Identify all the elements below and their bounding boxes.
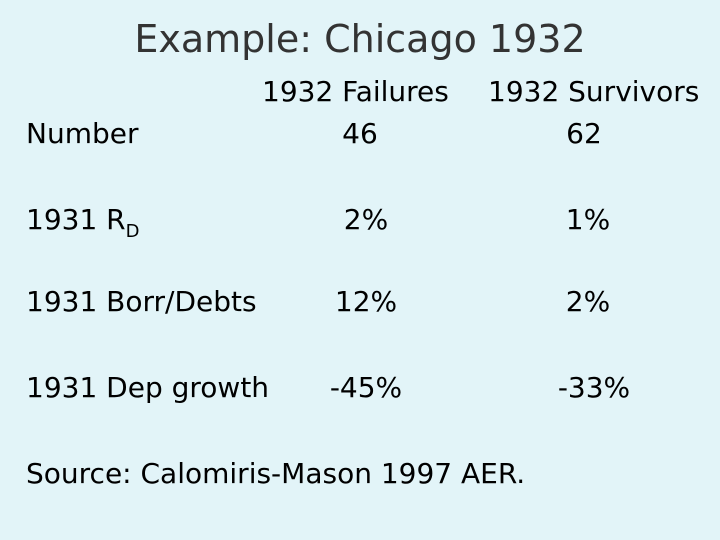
row-label-rd-text: 1931 R bbox=[26, 203, 126, 236]
header-failures: 1932 Failures bbox=[262, 75, 449, 108]
row-label-rd: 1931 RD bbox=[26, 202, 140, 241]
header-survivors: 1932 Survivors bbox=[488, 75, 700, 108]
row-label-dep-growth: 1931 Dep growth bbox=[26, 371, 270, 404]
cell-failures-borr-debts: 12% bbox=[334, 285, 398, 318]
cell-survivors-borr-debts: 2% bbox=[565, 285, 611, 318]
row-label-rd-subscript: D bbox=[125, 221, 140, 242]
slide-title: Example: Chicago 1932 bbox=[0, 14, 720, 64]
row-label-borr-debts: 1931 Borr/Debts bbox=[26, 285, 257, 318]
cell-failures-number: 46 bbox=[342, 117, 378, 150]
slide-title-text: Example: Chicago 1932 bbox=[134, 17, 586, 61]
cell-failures-rd: 2% bbox=[343, 203, 389, 236]
cell-failures-dep-growth: -45% bbox=[329, 371, 403, 404]
source-note: Source: Calomiris-Mason 1997 AER. bbox=[26, 457, 526, 490]
cell-survivors-rd: 1% bbox=[565, 203, 611, 236]
cell-survivors-number: 62 bbox=[566, 117, 602, 150]
row-label-number: Number bbox=[26, 117, 139, 150]
cell-survivors-dep-growth: -33% bbox=[557, 371, 631, 404]
